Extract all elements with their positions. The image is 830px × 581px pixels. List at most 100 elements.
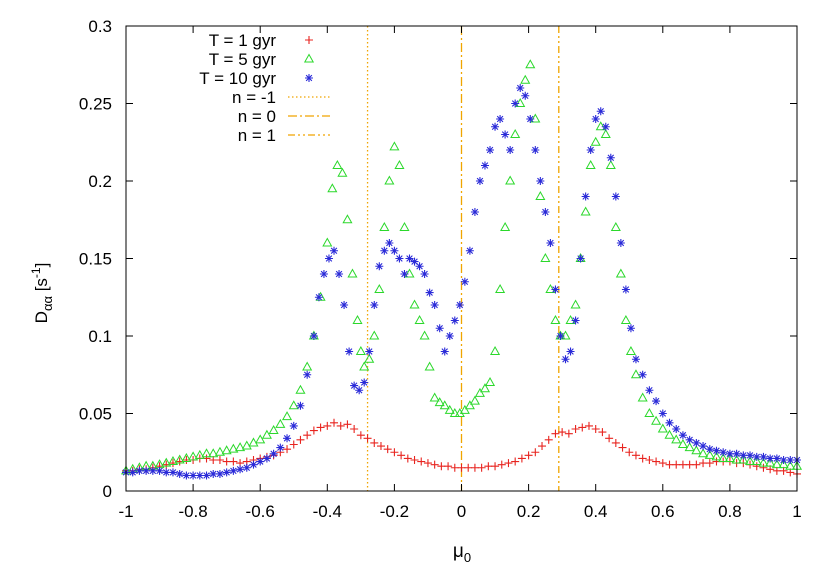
series-3-point (491, 122, 500, 131)
series-2-point (724, 452, 735, 462)
series-3-point (390, 246, 399, 255)
series-2-point (515, 97, 526, 107)
series-2-point (489, 345, 501, 355)
series-2-point (235, 442, 246, 452)
series-2-point (342, 214, 353, 224)
series-3-point (314, 293, 323, 302)
series-3-point (319, 270, 328, 278)
series-1-point (336, 421, 345, 430)
series-3-point (435, 324, 444, 333)
series-1-point (484, 462, 493, 471)
series-1-point (766, 465, 775, 474)
series-3-point (511, 99, 520, 108)
series-3-point (739, 451, 748, 460)
series-2-point (268, 425, 279, 435)
series-3-point (692, 438, 701, 447)
series-2-point (500, 221, 511, 231)
axes: -1 -0.8 -0.6 -0.4 -0.2 0 0.2 0.4 0.6 0.8 1 0 0.05 0.1… (79, 17, 802, 521)
x-tick-label: 0.6 (651, 502, 675, 521)
series-3-point (202, 471, 211, 480)
series-2-point (174, 454, 185, 464)
series-3-point (581, 192, 590, 201)
series-1-point (390, 448, 399, 457)
series-3-point (400, 270, 409, 278)
series-3-point (455, 301, 464, 309)
series-1-point (504, 459, 513, 468)
series-3-point (385, 239, 394, 247)
series-1-point (584, 421, 593, 430)
series-2-point (744, 456, 756, 466)
x-tick-label: 0.4 (584, 502, 608, 521)
series-2-point (424, 361, 435, 371)
series-3-point (746, 451, 755, 460)
series-2-point (758, 457, 769, 467)
series-2-point (474, 387, 486, 397)
series-3-point (566, 347, 575, 356)
legend-label: n = 0 (238, 107, 276, 126)
series-3-point (128, 468, 137, 477)
series-2-point (214, 446, 225, 456)
series-3-point (685, 435, 694, 444)
series-2-point (369, 330, 380, 340)
series-1-point (289, 440, 298, 449)
legend-label: T = 1 gyr (209, 31, 277, 50)
series-2-point (295, 384, 306, 394)
series-3-point (175, 469, 184, 478)
series-2-point (275, 418, 286, 428)
series-3-point (460, 277, 469, 286)
series-3-point (430, 301, 439, 309)
series-3-point (256, 457, 265, 466)
series-1-point (631, 451, 640, 460)
series-3-point (546, 239, 555, 247)
series-3-point (719, 448, 728, 457)
series-3-point (626, 324, 635, 333)
series-3-point (779, 456, 788, 464)
series-2-point (255, 434, 266, 444)
series-1-point (611, 438, 620, 447)
series-1-point (517, 454, 526, 463)
series-3-point (732, 449, 741, 458)
series-3-point (725, 449, 734, 458)
series-3-point (330, 246, 339, 255)
legend-entry-5: n = 0 (238, 107, 330, 126)
series-1-point (437, 462, 446, 471)
series-2-point (161, 457, 172, 467)
series-3-point (501, 130, 510, 139)
x-tick-label: 1 (792, 502, 801, 521)
series-1-point (779, 466, 788, 475)
series-1-point (229, 457, 238, 466)
series-3-point (135, 466, 144, 475)
series-2-point (520, 74, 531, 84)
series-2-point (495, 283, 506, 293)
series-2-point (545, 283, 556, 293)
series-2-point (510, 128, 521, 138)
series-2-point (288, 400, 299, 410)
series-1-point (618, 443, 627, 452)
series-3-point (772, 454, 781, 463)
series-2-point (590, 136, 601, 146)
series-2-point (181, 452, 192, 462)
series-2-point (691, 445, 702, 455)
series-1-point (558, 428, 567, 437)
series-3-point (652, 397, 661, 406)
series-3-point (155, 466, 164, 475)
series-3-point (415, 262, 424, 271)
series-1-point (786, 468, 795, 477)
series-3-point (672, 425, 681, 433)
series-2-point (394, 159, 405, 169)
y-tick-label: 0.1 (88, 327, 112, 346)
series-2-point (167, 456, 179, 466)
series-2-point (637, 392, 648, 402)
y-tick-label: 0.25 (79, 95, 112, 114)
legend-label: T = 10 gyr (199, 69, 276, 88)
x-tick-label: -0.4 (313, 502, 342, 521)
series-3-point (480, 161, 489, 170)
series-2-point (228, 443, 239, 453)
x-axis-label: μ0 (453, 541, 471, 565)
legend-entry-3: T = 10 gyr (199, 69, 313, 88)
series-1-point (450, 463, 459, 472)
series-2-point (327, 183, 338, 193)
series-2-point (352, 314, 363, 324)
series-3-point (556, 332, 565, 340)
